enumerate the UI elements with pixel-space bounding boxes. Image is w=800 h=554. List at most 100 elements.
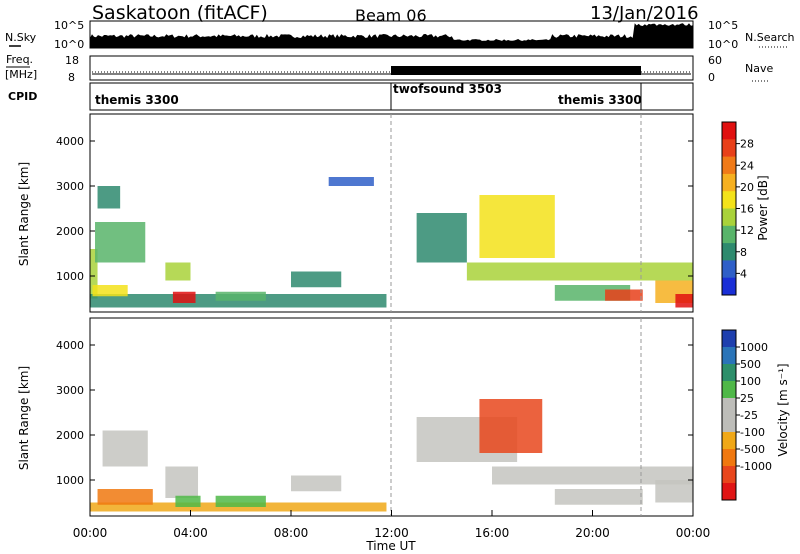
- velocity-ytick-label-1: 2000: [56, 429, 84, 442]
- power-y-axis: 1000 2000 3000 4000: [56, 135, 693, 283]
- beam-title: Beam 06: [355, 6, 427, 25]
- velocity-region-8: [479, 399, 543, 453]
- date-title: 13/Jan/2016: [590, 3, 699, 24]
- power-region-4: [97, 186, 121, 209]
- xtick-label-6: 00:00: [676, 526, 711, 540]
- velocity-colorbar-label: Velocity [m s⁻¹]: [776, 363, 790, 456]
- twofsound-freq-block: [391, 66, 641, 75]
- velocity-colorbar-tick-1: 500: [740, 358, 761, 371]
- velocity-colorbar-swatch-3: [722, 381, 736, 399]
- power-colorbar-tick-2: 12: [740, 224, 754, 237]
- power-ytick-label-0: 1000: [56, 270, 84, 283]
- velocity-colorbar-tick-5: -100: [740, 426, 765, 439]
- velocity-region-1: [97, 489, 153, 505]
- station-title: Saskatoon (fitACF): [92, 2, 268, 24]
- power-region-3: [95, 222, 146, 263]
- nsearch-label: N.Search: [745, 31, 795, 44]
- power-colorbar-swatch-5: [722, 208, 736, 227]
- power-ytick-label-1: 2000: [56, 225, 84, 238]
- power-region-14: [605, 289, 643, 301]
- power-region-5: [165, 262, 191, 281]
- velocity-ytick-label-3: 4000: [56, 339, 84, 352]
- nave-tick-top: 60: [708, 54, 722, 67]
- freq-tick-top: 18: [65, 54, 79, 67]
- power-ylabel: Slant Range [km]: [17, 162, 31, 266]
- velocity-colorbar-tick-3: 25: [740, 392, 754, 405]
- velocity-y-axis: 1000 2000 3000 4000: [56, 339, 693, 487]
- power-panel: Slant Range [km] 1000 2000 3000 4000: [17, 113, 694, 313]
- power-region-16: [675, 294, 693, 308]
- power-region-7: [215, 291, 266, 301]
- power-region-10: [416, 213, 467, 263]
- xtick-label-3: 12:00: [374, 526, 409, 540]
- velocity-colorbar-tick-0: 1000: [740, 341, 768, 354]
- xtick-label-0: 00:00: [73, 526, 108, 540]
- velocity-colorbar-swatch-0: [722, 330, 736, 348]
- power-region-0: [90, 249, 98, 299]
- nsearch-tick-bottom: 10^0: [708, 38, 738, 51]
- velocity-region-5: [215, 495, 266, 507]
- power-colorbar-swatch-7: [722, 243, 736, 261]
- cpid-strip: CPID themis 3300 twofsound 3503 themis 3…: [8, 82, 694, 111]
- freq-label: Freq.: [6, 53, 33, 66]
- time-x-axis: 00:00 04:00 08:00 12:00 16:00 20:00 00:00: [73, 510, 711, 540]
- velocity-colorbar-tick-4: -25: [740, 409, 758, 422]
- velocity-region-9: [492, 466, 693, 485]
- power-colorbar-swatch-9: [722, 277, 736, 296]
- velocity-colorbar-swatch-2: [722, 364, 736, 382]
- velocity-ytick-label-0: 1000: [56, 474, 84, 487]
- freq-tick-bottom: 8: [68, 71, 75, 84]
- power-ytick-label-2: 3000: [56, 180, 84, 193]
- velocity-colorbar-tick-7: -1000: [740, 460, 772, 473]
- power-region-8: [291, 271, 342, 288]
- power-colorbar-swatch-0: [722, 122, 736, 140]
- power-colorbar-swatch-8: [722, 260, 736, 279]
- velocity-colorbar: 1000 500 100 25 -25 -100 -500 -1000 Velocity [m…: [721, 329, 790, 501]
- velocity-colorbar-swatch-6: [722, 432, 736, 450]
- velocity-region-4: [175, 495, 201, 507]
- power-colorbar-tick-4: 20: [740, 181, 754, 194]
- power-heatmap: [90, 177, 693, 308]
- power-region-11: [479, 195, 555, 258]
- velocity-ylabel: Slant Range [km]: [17, 366, 31, 470]
- power-colorbar-tick-0: 4: [740, 267, 747, 280]
- cpid-label: CPID: [8, 90, 37, 103]
- velocity-region-2: [102, 430, 148, 467]
- velocity-colorbar-swatch-5: [722, 415, 736, 433]
- power-colorbar-tick-6: 28: [740, 138, 754, 151]
- xtick-label-5: 20:00: [575, 526, 610, 540]
- velocity-colorbar-swatch-1: [722, 347, 736, 365]
- nsky-trace: [90, 23, 693, 48]
- freq-strip: Freq. [MHz] 18 8 60 0 Nave: [5, 53, 773, 84]
- power-colorbar-tick-1: 8: [740, 246, 747, 259]
- cpid-segment-1: themis 3300: [95, 93, 179, 107]
- velocity-colorbar-swatch-4: [722, 398, 736, 416]
- power-ytick-label-3: 4000: [56, 135, 84, 148]
- velocity-colorbar-tick-2: 100: [740, 375, 761, 388]
- power-colorbar-label: Power [dB]: [756, 175, 770, 240]
- velocity-region-6: [291, 475, 342, 492]
- power-colorbar-tick-5: 24: [740, 159, 754, 172]
- cpid-segment-3: themis 3300: [558, 93, 642, 107]
- velocity-colorbar-swatch-7: [722, 449, 736, 467]
- power-colorbar-swatch-4: [722, 191, 736, 209]
- nsky-label: N.Sky: [5, 31, 37, 44]
- xtick-label-1: 04:00: [173, 526, 208, 540]
- nsky-strip: N.Sky 10^5 10^0 10^5 10^0 N.Search: [5, 19, 795, 51]
- xtick-label-4: 16:00: [475, 526, 510, 540]
- power-region-9: [328, 177, 374, 186]
- nsky-tick-top: 10^5: [54, 19, 84, 32]
- velocity-region-3: [165, 466, 199, 498]
- power-colorbar-swatch-3: [722, 173, 736, 192]
- velocity-colorbar-swatch-8: [722, 466, 736, 484]
- power-region-6: [172, 291, 196, 303]
- nsearch-tick-top: 10^5: [708, 19, 738, 32]
- velocity-colorbar-swatch-9: [722, 483, 736, 501]
- nave-tick-bottom: 0: [708, 71, 715, 84]
- cpid-segment-2: twofsound 3503: [393, 82, 502, 96]
- nave-label: Nave: [745, 62, 773, 75]
- time-xlabel: Time UT: [365, 539, 416, 553]
- power-colorbar-tick-3: 16: [740, 203, 754, 216]
- power-colorbar-swatch-6: [722, 225, 736, 244]
